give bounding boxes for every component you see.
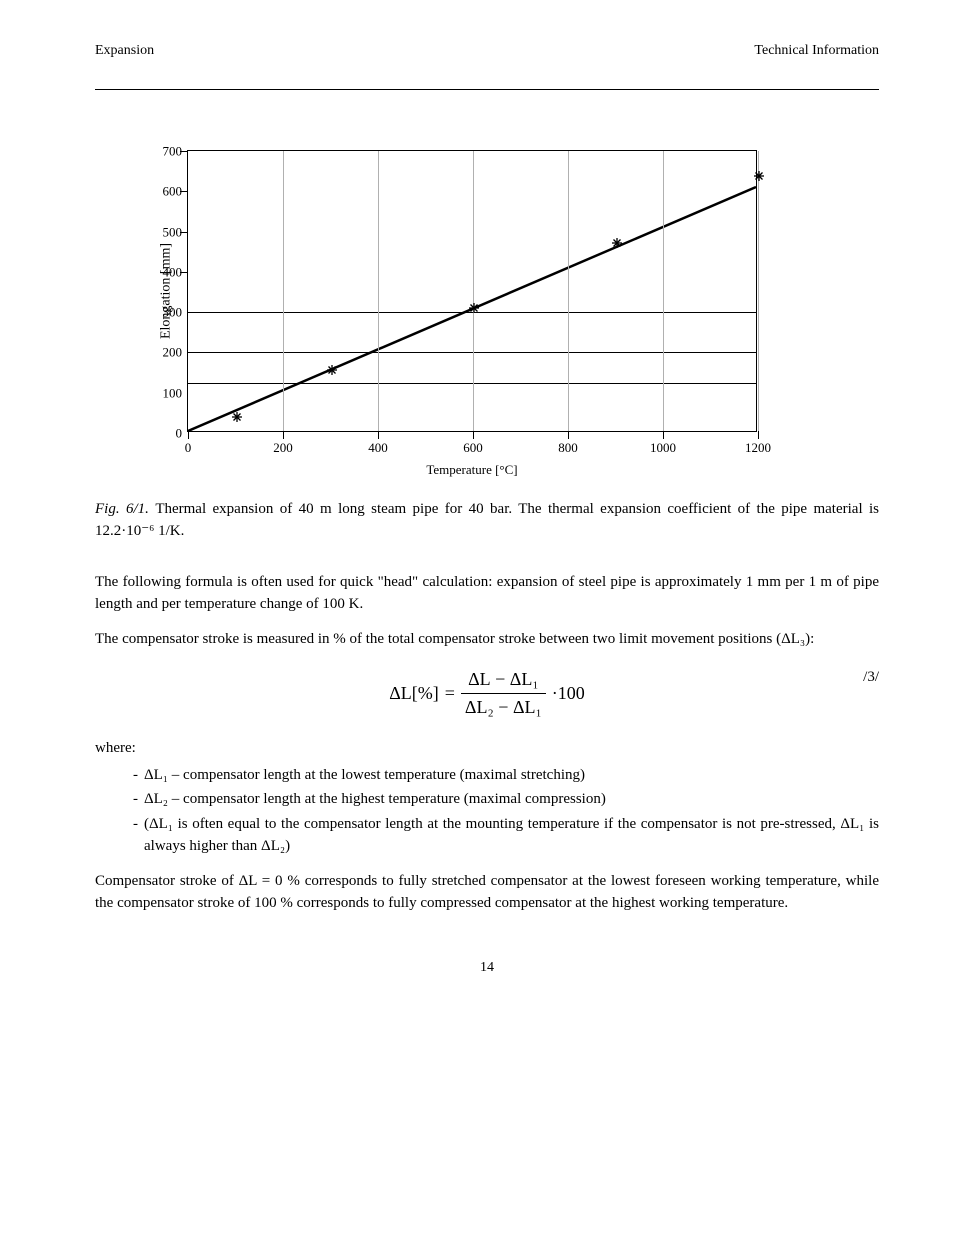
eq-mult: ·100 <box>552 680 585 707</box>
bullet-1: ΔL₁ – compensator length at the lowest t… <box>144 764 879 787</box>
eq-lhs: ΔL[%] <box>389 683 439 703</box>
paragraph-2: The compensator stroke is measured in % … <box>95 628 879 651</box>
eq-den-r: ΔL₁ <box>513 697 542 717</box>
chart-x-axis-label: Temperature [°C] <box>187 460 757 480</box>
equation-number: /3/ <box>863 666 879 689</box>
bullet-2: ΔL₂ – compensator length at the highest … <box>144 788 879 811</box>
paragraph-3: Compensator stroke of ΔL = 0 % correspon… <box>95 870 879 915</box>
eq-den-l: ΔL₂ <box>465 697 494 717</box>
bullet-3: (ΔL₁ is often equal to the compensator l… <box>144 813 879 858</box>
figure-caption-lead: Fig. 6/1. <box>95 501 149 517</box>
header-right: Technical Information <box>754 40 879 61</box>
chart-plot-area: Elongation [mm] 010020030040050060070002… <box>187 150 757 432</box>
page-number: 14 <box>95 957 879 978</box>
para3-a: Compensator stroke of <box>95 873 239 889</box>
figure-caption-text: Thermal expansion of 40 m long steam pip… <box>95 501 879 540</box>
chart-y-axis-label: Elongation [mm] <box>156 243 177 339</box>
header-left: Expansion <box>95 40 154 61</box>
equation-block: ΔL[%] = ΔL − ΔL₁ ΔL₂ − ΔL₁ ·100 /3/ <box>95 666 879 721</box>
eq-num-r: ΔL₁ <box>510 669 539 689</box>
eq-num-l: ΔL <box>468 669 491 689</box>
chart-container: Elongation [mm] 010020030040050060070002… <box>187 150 879 480</box>
chart-fit-line <box>188 151 756 431</box>
para3-b: ΔL = 0 % <box>239 873 305 889</box>
equation-legend: -ΔL₁ – compensator length at the lowest … <box>133 764 879 858</box>
where-label: where: <box>95 737 879 760</box>
paragraph-1: The following formula is often used for … <box>95 571 879 616</box>
header-divider <box>95 89 879 90</box>
figure-caption: Fig. 6/1. Thermal expansion of 40 m long… <box>95 498 879 543</box>
